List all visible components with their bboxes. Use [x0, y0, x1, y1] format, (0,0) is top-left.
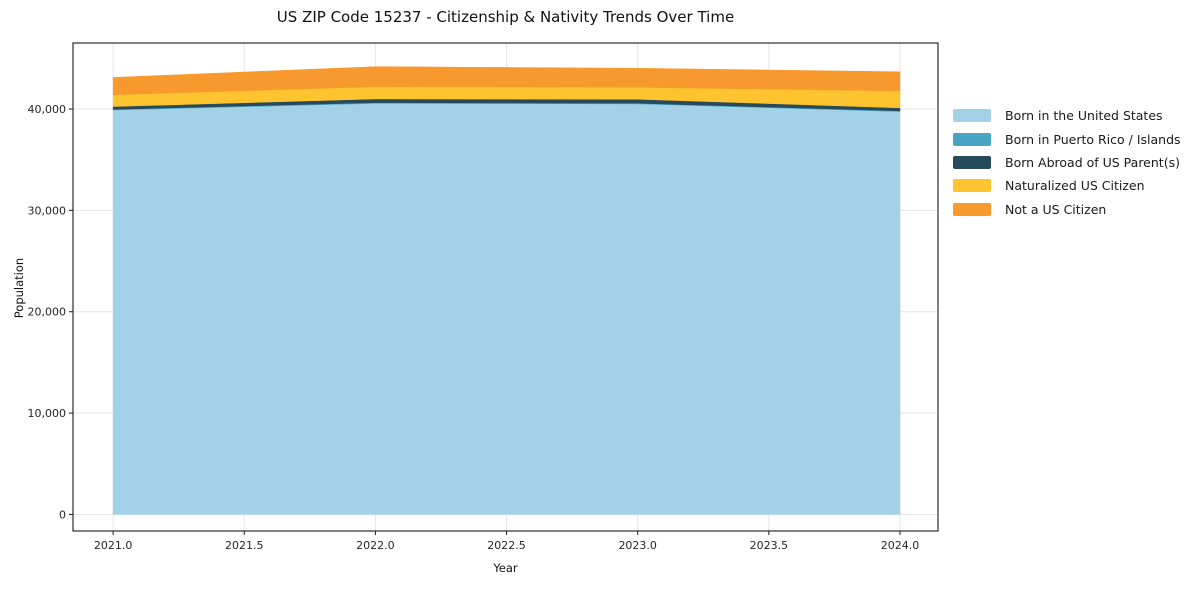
- y-tick-label: 20,000: [28, 306, 67, 319]
- area-not-a-us-citizen: [112, 66, 901, 96]
- legend-swatch-icon: [953, 155, 991, 169]
- legend-swatch-icon: [953, 202, 991, 216]
- area-born-in-the-united-states: [112, 103, 901, 515]
- legend-swatch-icon: [953, 179, 991, 193]
- x-tick-label: 2021.0: [94, 539, 133, 552]
- legend-swatch-icon: [953, 132, 991, 146]
- legend-item-naturalized-us-citizen: Naturalized US Citizen: [953, 174, 1181, 197]
- x-tick-label: 2022.5: [487, 539, 526, 552]
- legend: Born in the United States Born in Puerto …: [953, 104, 1181, 221]
- x-tick-label: 2023.0: [618, 539, 657, 552]
- x-axis-label: Year: [493, 561, 518, 575]
- y-tick-label: 30,000: [28, 204, 67, 217]
- legend-item-born-abroad-of-us-parent-s: Born Abroad of US Parent(s): [953, 151, 1181, 174]
- x-tick-label: 2021.5: [225, 539, 264, 552]
- legend-label: Naturalized US Citizen: [1005, 178, 1145, 194]
- y-axis-label: Population: [12, 257, 26, 319]
- legend-label: Not a US Citizen: [1005, 201, 1107, 217]
- y-tick-label: 10,000: [28, 407, 67, 420]
- legend-label: Born in Puerto Rico / Islands: [1005, 131, 1181, 147]
- legend-swatch-icon: [953, 109, 991, 123]
- legend-label: Born Abroad of US Parent(s): [1005, 154, 1180, 170]
- legend-item-not-a-us-citizen: Not a US Citizen: [953, 198, 1181, 221]
- plot-frame: [72, 42, 939, 532]
- legend-label: Born in the United States: [1005, 108, 1163, 124]
- y-tick-label: 0: [59, 508, 66, 521]
- legend-item-born-in-puerto-rico-islands: Born in Puerto Rico / Islands: [953, 127, 1181, 150]
- legend-item-born-in-the-united-states: Born in the United States: [953, 104, 1181, 127]
- chart-title: US ZIP Code 15237 - Citizenship & Nativi…: [276, 8, 735, 26]
- x-tick-label: 2024.0: [881, 539, 920, 552]
- x-tick-label: 2023.5: [750, 539, 789, 552]
- y-tick-label: 40,000: [28, 103, 67, 116]
- x-tick-label: 2022.0: [356, 539, 395, 552]
